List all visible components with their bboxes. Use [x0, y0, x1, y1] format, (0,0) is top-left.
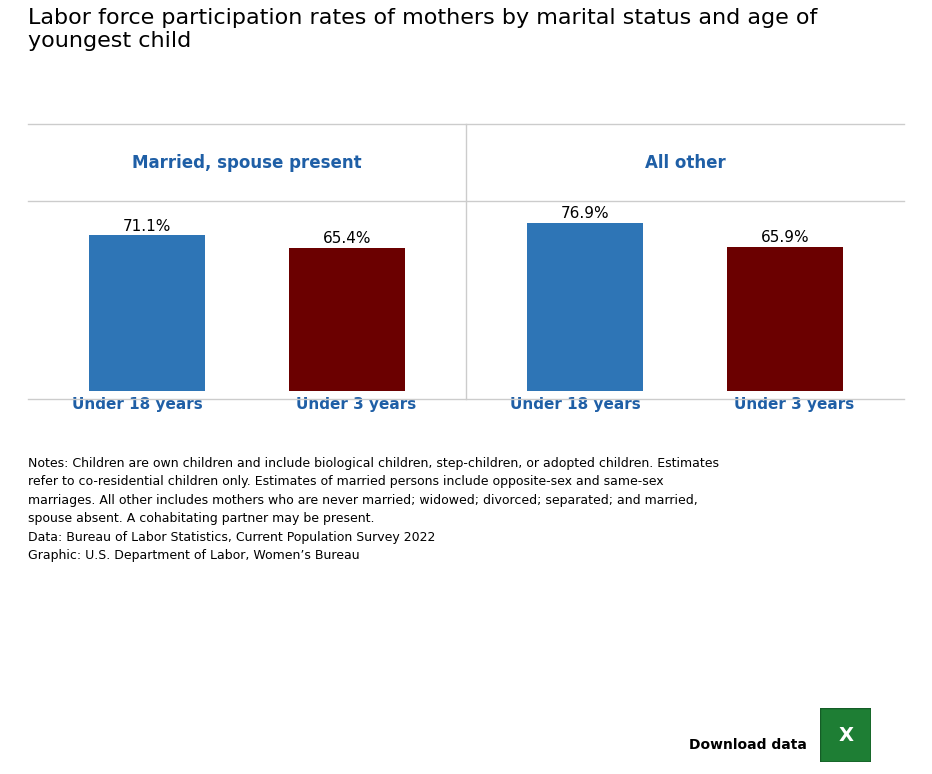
- Text: X: X: [838, 726, 854, 745]
- Text: Under 3 years: Under 3 years: [296, 396, 417, 412]
- Bar: [727, 247, 843, 391]
- Text: 76.9%: 76.9%: [560, 206, 610, 221]
- Text: Download data: Download data: [689, 738, 806, 752]
- Text: Under 18 years: Under 18 years: [510, 396, 641, 412]
- Text: 65.4%: 65.4%: [322, 231, 372, 246]
- Text: Married, spouse present: Married, spouse present: [132, 153, 362, 172]
- Text: 65.9%: 65.9%: [761, 230, 810, 245]
- Bar: [527, 223, 643, 391]
- Text: Notes: Children are own children and include biological children, step-children,: Notes: Children are own children and inc…: [28, 457, 719, 562]
- Text: All other: All other: [645, 153, 725, 172]
- Text: 71.1%: 71.1%: [123, 219, 171, 234]
- Bar: [89, 235, 205, 391]
- Text: Under 18 years: Under 18 years: [72, 396, 203, 412]
- Text: Labor force participation rates of mothers by marital status and age of
youngest: Labor force participation rates of mothe…: [28, 8, 817, 51]
- Text: Under 3 years: Under 3 years: [734, 396, 855, 412]
- FancyBboxPatch shape: [820, 708, 871, 762]
- Bar: [289, 248, 405, 391]
